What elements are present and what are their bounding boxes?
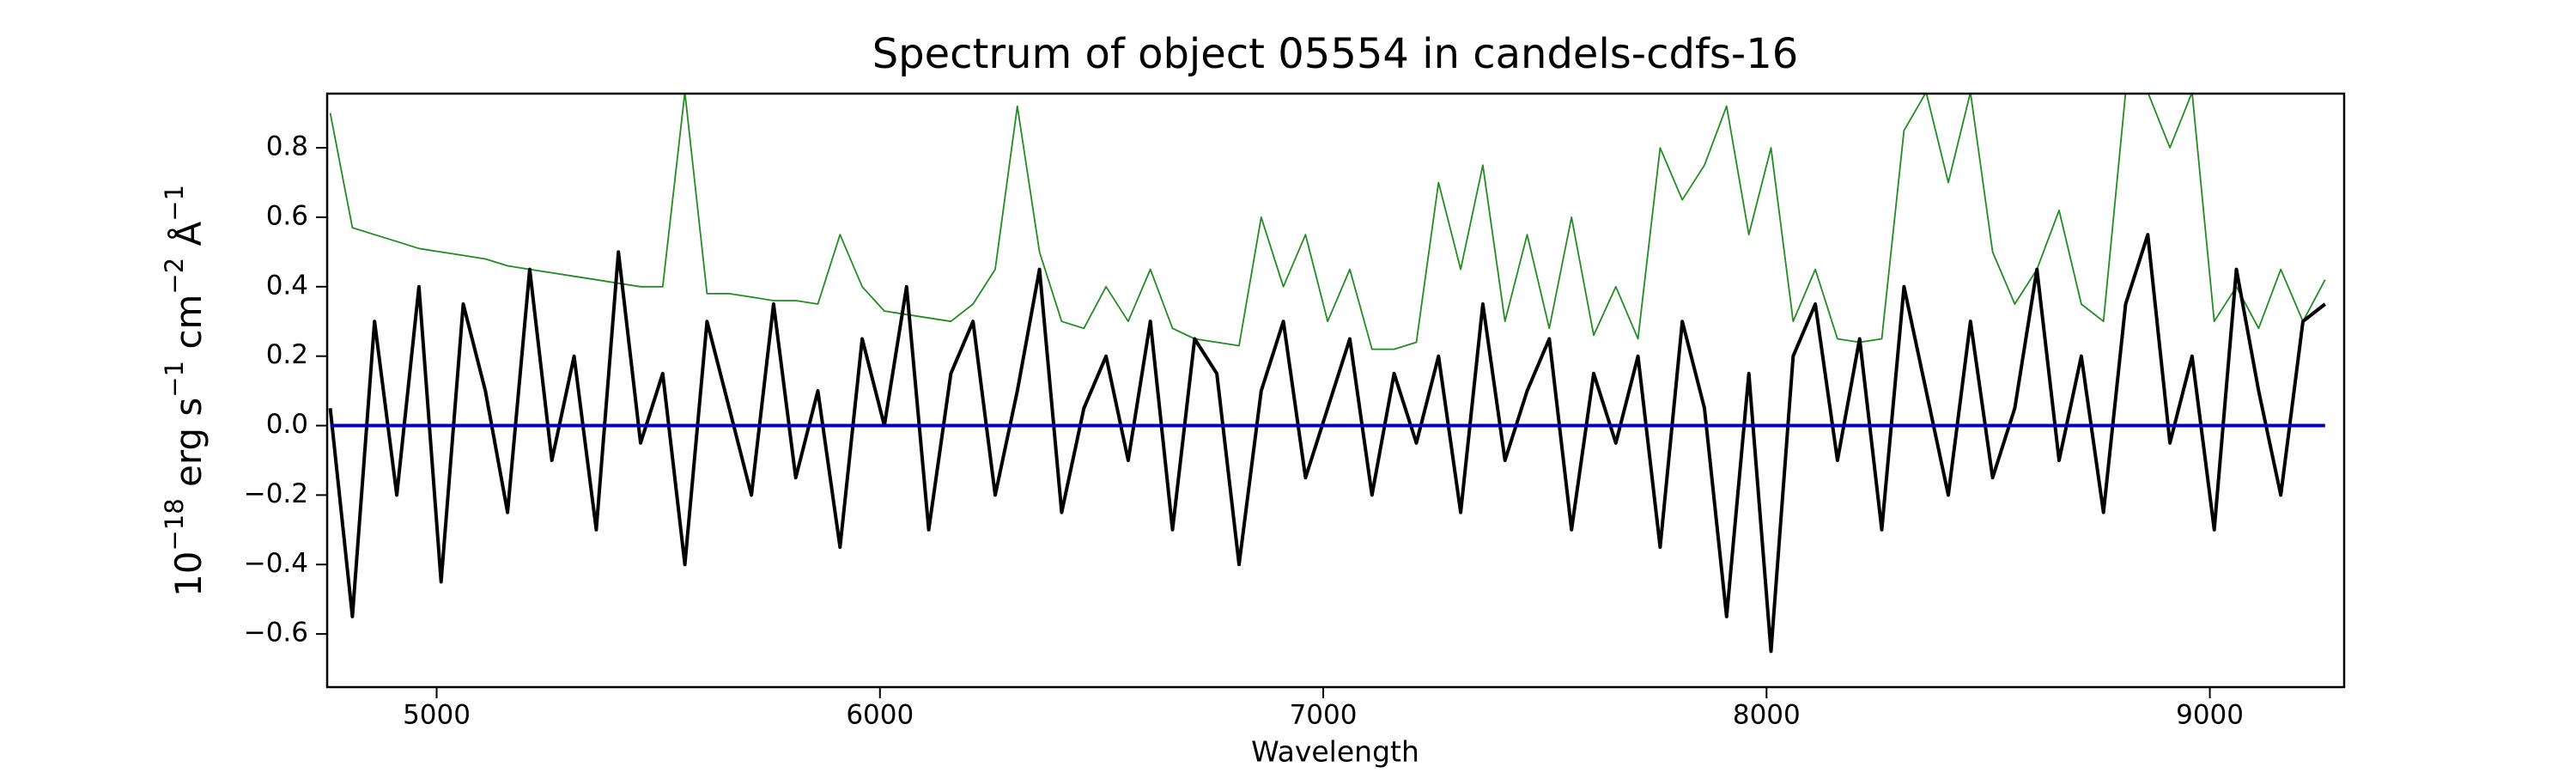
y-tick-label: −0.2 [244, 478, 308, 509]
chart-title: Spectrum of object 05554 in candels-cdfs… [872, 30, 1799, 78]
y-axis-label-part: −1 [160, 185, 189, 222]
y-tick-label: 0.4 [266, 270, 308, 301]
y-axis-label-part: 10 [167, 551, 210, 597]
y-axis-label-part: −2 [160, 258, 189, 295]
x-axis-label: Wavelength [1251, 735, 1419, 769]
y-axis-label: 10−18 erg s−1 cm−2 Å−1 [160, 185, 210, 597]
x-tick-label: 6000 [846, 700, 914, 731]
y-tick-label: 0.6 [266, 200, 308, 231]
y-tick-label: −0.4 [244, 548, 308, 579]
y-axis-label-part: cm [167, 295, 210, 361]
y-tick-label: −0.6 [244, 618, 308, 648]
spectrum-line [329, 94, 2326, 350]
y-axis-label-part: erg s [167, 398, 210, 499]
y-tick-label: 0.8 [266, 131, 308, 162]
x-tick-label: 7000 [1290, 700, 1358, 731]
plot-frame [325, 92, 2346, 689]
spectrum-line [328, 233, 2327, 654]
y-axis-label-part: Å [167, 222, 210, 258]
plot-area [328, 94, 2327, 654]
y-tick-label: 0.2 [266, 339, 308, 370]
y-axis-label-part: −18 [160, 498, 189, 551]
y-axis-label-part: −1 [160, 361, 189, 398]
y-tick-label: 0.0 [266, 409, 308, 440]
x-tick-label: 8000 [1733, 700, 1801, 731]
x-tick-label: 9000 [2176, 700, 2244, 731]
x-tick-label: 5000 [403, 700, 471, 731]
